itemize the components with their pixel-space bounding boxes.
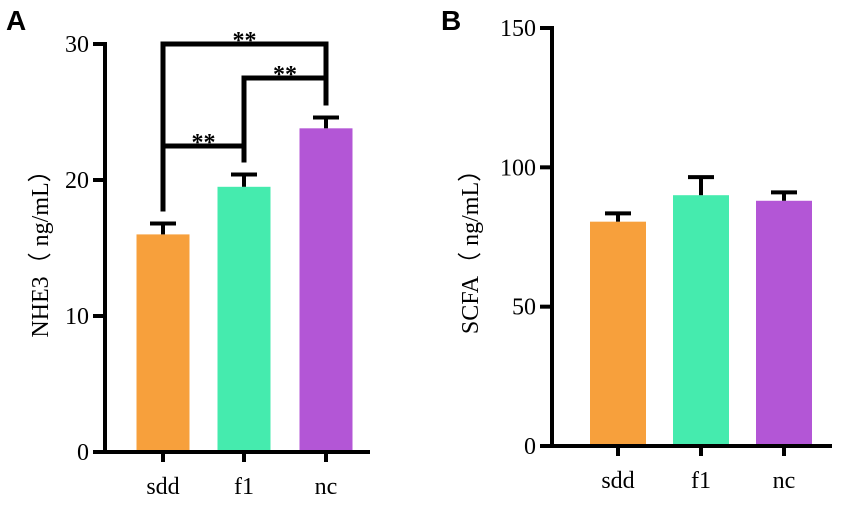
significance-label: ** xyxy=(233,28,257,54)
bar-f1 xyxy=(673,195,729,446)
significance-label: ** xyxy=(273,62,297,88)
significance-label: ** xyxy=(192,130,216,156)
y-tick-label: 30 xyxy=(65,32,89,58)
x-tick-label-f1: f1 xyxy=(691,468,711,494)
y-tick-label: 100 xyxy=(500,155,536,181)
bar-nc xyxy=(756,200,812,446)
x-tick-label-sdd: sdd xyxy=(146,474,179,500)
y-tick-label: 20 xyxy=(65,168,89,194)
panel-label: A xyxy=(6,5,26,36)
y-tick-label: 50 xyxy=(512,295,536,321)
bar-sdd xyxy=(590,221,646,446)
panel-b: B 0 50 100 150 sdd f1 nc SCFA（ ng/mL） xyxy=(441,5,832,494)
bar-f1 xyxy=(217,186,271,453)
bar-sdd xyxy=(136,234,190,452)
x-tick-label-sdd: sdd xyxy=(601,468,634,494)
panel-a: A 0 10 20 30 sdd f1 nc NHE3（ ng/mL） ** ** ** xyxy=(6,5,370,500)
significance-bracket xyxy=(160,41,329,212)
y-axis-title: SCFA（ ng/mL） xyxy=(458,158,484,334)
y-tick-label: 0 xyxy=(524,434,536,460)
panel-label: B xyxy=(441,5,461,36)
x-tick-label-f1: f1 xyxy=(234,474,254,500)
y-tick-label: 150 xyxy=(500,16,536,42)
y-tick-label: 10 xyxy=(65,304,89,330)
y-tick-label: 0 xyxy=(77,440,89,466)
x-tick-label-nc: nc xyxy=(773,468,796,494)
y-axis-title: NHE3（ ng/mL） xyxy=(28,158,54,337)
bar-nc xyxy=(299,128,353,452)
x-tick-label-nc: nc xyxy=(315,474,338,500)
